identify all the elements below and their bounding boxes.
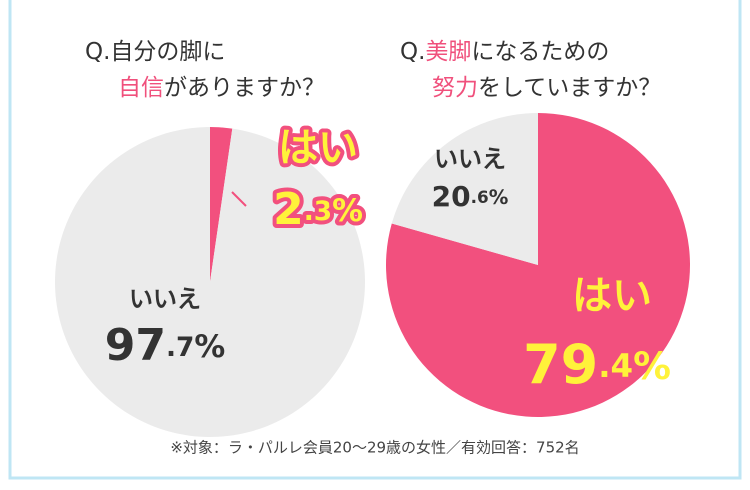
slice-label: はい [572, 273, 652, 319]
title-part: になるための [471, 39, 609, 65]
chart-title: 自信がありますか？ [118, 75, 325, 101]
slice-label: いいえ [434, 145, 506, 173]
value-label: 2.3% [273, 184, 363, 235]
value-label: 97.7% [105, 320, 225, 371]
title-part: をしていますか？ [478, 75, 661, 101]
title-part: 美脚 [425, 39, 471, 65]
slice-label: いいえ [129, 285, 201, 313]
pie-slice [55, 127, 365, 437]
title-part: 努力 [432, 75, 478, 101]
chart-title: 努力をしていますか？ [432, 75, 661, 101]
slice-label: はい [278, 125, 358, 171]
value-label: 20.6% [432, 180, 509, 213]
value-label: 79.4% [523, 333, 671, 396]
leader-line [231, 191, 247, 207]
title-part: Q.自分の脚に [85, 39, 225, 65]
pie-slice [210, 127, 233, 282]
title-part: 自信 [118, 75, 164, 101]
chart-title: Q.美脚になるための [400, 39, 609, 65]
title-part: がありますか？ [164, 75, 325, 101]
title-part: Q. [400, 39, 425, 65]
pie-slice [391, 113, 538, 265]
footnote: ※対象：ラ・パルレ会員20～29歳の女性／有効回答：752名 [170, 439, 579, 457]
chart-title: Q.自分の脚に [85, 39, 225, 65]
